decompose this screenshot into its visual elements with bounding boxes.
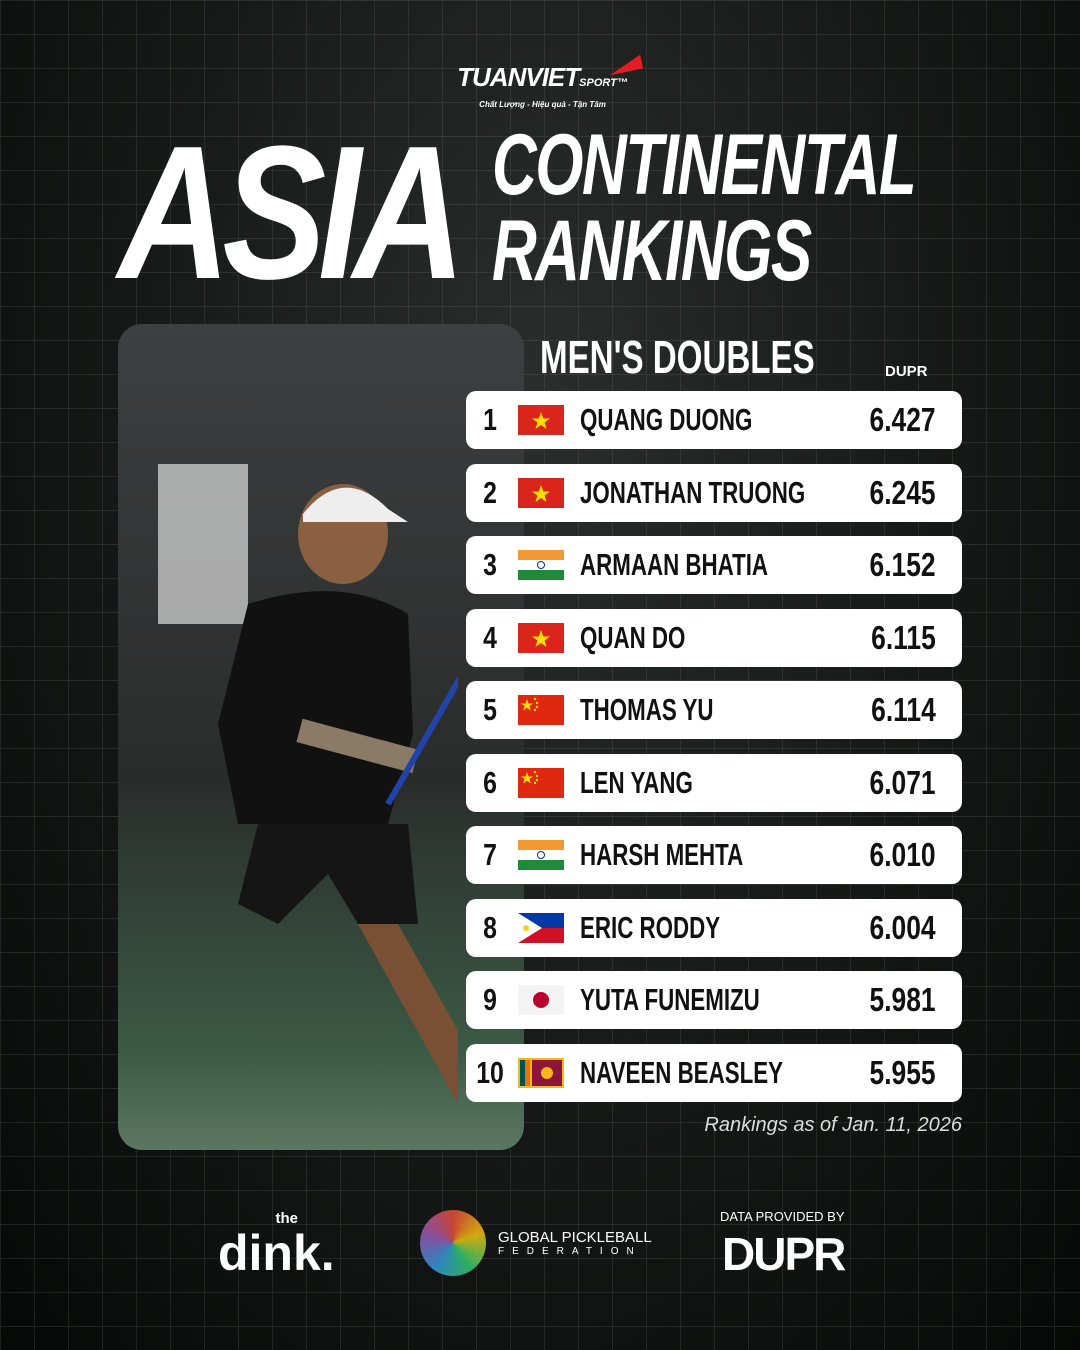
gpf-logo: GLOBAL PICKLEBALL FEDERATION <box>420 1210 652 1276</box>
player-name: ERIC RODDY <box>580 909 721 945</box>
china-flag-icon <box>518 767 564 798</box>
ranking-row: 4 QUAN DO 6.115 <box>466 608 962 667</box>
dupr-score: 6.071 <box>869 763 936 801</box>
ranking-row: 9 YUTA FUNEMIZU 5.981 <box>466 971 962 1029</box>
dupr-score: 5.955 <box>869 1053 936 1091</box>
player-name: YUTA FUNEMIZU <box>580 982 760 1017</box>
title-line1: CONTINENTAL <box>492 117 917 213</box>
dupr-score: 6.114 <box>871 691 936 728</box>
score-header: DUPR <box>885 363 928 380</box>
india-flag-icon <box>518 550 564 580</box>
rank-number: 3 <box>483 547 497 582</box>
china-flag-icon <box>518 695 564 725</box>
ranking-row: 1 QUANG DUONG 6.427 <box>466 391 962 449</box>
dupr-score: 6.152 <box>869 546 936 583</box>
ranking-row: 5 THOMAS YU 6.114 <box>466 681 962 739</box>
gpf-line2: FEDERATION <box>498 1246 642 1257</box>
ranking-row: 8 ERIC RODDY 6.004 <box>466 898 962 957</box>
rank-number: 8 <box>483 909 497 945</box>
ranking-row: 10 NAVEEN BEASLEY 5.955 <box>466 1043 962 1102</box>
rank-number: 1 <box>483 402 497 437</box>
brand-name: TUANVIET <box>457 62 580 92</box>
globe-icon <box>420 1210 486 1276</box>
dink-the: the <box>275 1210 299 1227</box>
japan-flag-icon <box>518 985 564 1015</box>
title-line2: RANKINGS <box>492 203 812 299</box>
dupr-score: 6.115 <box>871 618 936 656</box>
brand-tm: ™ <box>616 77 628 89</box>
player-name: NAVEEN BEASLEY <box>580 1054 783 1090</box>
gpf-line1: GLOBAL PICKLEBALL <box>498 1229 652 1246</box>
player-name: LEN YANG <box>580 764 693 800</box>
vietnam-flag-icon <box>518 622 564 653</box>
dupr-score: 6.245 <box>869 473 936 511</box>
rank-number: 5 <box>483 692 497 727</box>
player-name: HARSH MEHTA <box>580 837 744 872</box>
rank-number: 4 <box>483 619 497 655</box>
ranking-row: 6 LEN YANG 6.071 <box>466 753 962 812</box>
dupr-score: 6.010 <box>869 836 936 873</box>
rank-number: 9 <box>483 982 497 1017</box>
the-dink-logo: the dink. <box>218 1210 348 1281</box>
player-photo <box>118 324 524 1150</box>
brand-suffix: SPORT <box>579 77 617 89</box>
india-flag-icon <box>518 840 564 870</box>
player-name: QUANG DUONG <box>580 402 753 437</box>
dupr-score: 5.981 <box>869 981 936 1018</box>
player-name: ARMAAN BHATIA <box>580 547 769 582</box>
data-provided-by: DATA PROVIDED BY <box>720 1209 845 1224</box>
title-sub: CONTINENTAL RANKINGS <box>492 117 917 299</box>
player-name: THOMAS YU <box>580 692 714 727</box>
rank-number: 6 <box>483 764 497 800</box>
philippines-flag-icon <box>518 912 564 943</box>
dink-text: dink. <box>218 1225 335 1281</box>
vietnam-flag-icon <box>518 405 564 435</box>
title-asia: ASIA <box>118 107 466 319</box>
dupr-logo: DUPR <box>722 1228 846 1280</box>
vietnam-flag-icon <box>518 477 564 508</box>
player-silhouette <box>158 464 458 1104</box>
brand-tagline: Chất Lượng - Hiệu quả - Tận Tâm <box>479 100 606 109</box>
dupr-score: 6.427 <box>869 401 936 438</box>
ranking-row: 7 HARSH MEHTA 6.010 <box>466 826 962 884</box>
rank-number: 7 <box>483 837 497 872</box>
player-name: QUAN DO <box>580 619 686 655</box>
ranking-row: 2 JONATHAN TRUONG 6.245 <box>466 463 962 522</box>
ranking-row: 3 ARMAAN BHATIA 6.152 <box>466 536 962 594</box>
as-of-date: Rankings as of Jan. 11, 2026 <box>704 1114 962 1136</box>
sri-lanka-flag-icon <box>518 1057 564 1088</box>
category-title: MEN'S DOUBLES <box>540 331 815 383</box>
player-name: JONATHAN TRUONG <box>580 474 806 510</box>
rank-number: 10 <box>476 1054 504 1090</box>
rank-number: 2 <box>483 474 497 510</box>
tuanviet-logo: TUANVIETSPORT™ Chất Lượng - Hiệu quả - T… <box>435 54 650 110</box>
dupr-score: 6.004 <box>869 908 936 946</box>
